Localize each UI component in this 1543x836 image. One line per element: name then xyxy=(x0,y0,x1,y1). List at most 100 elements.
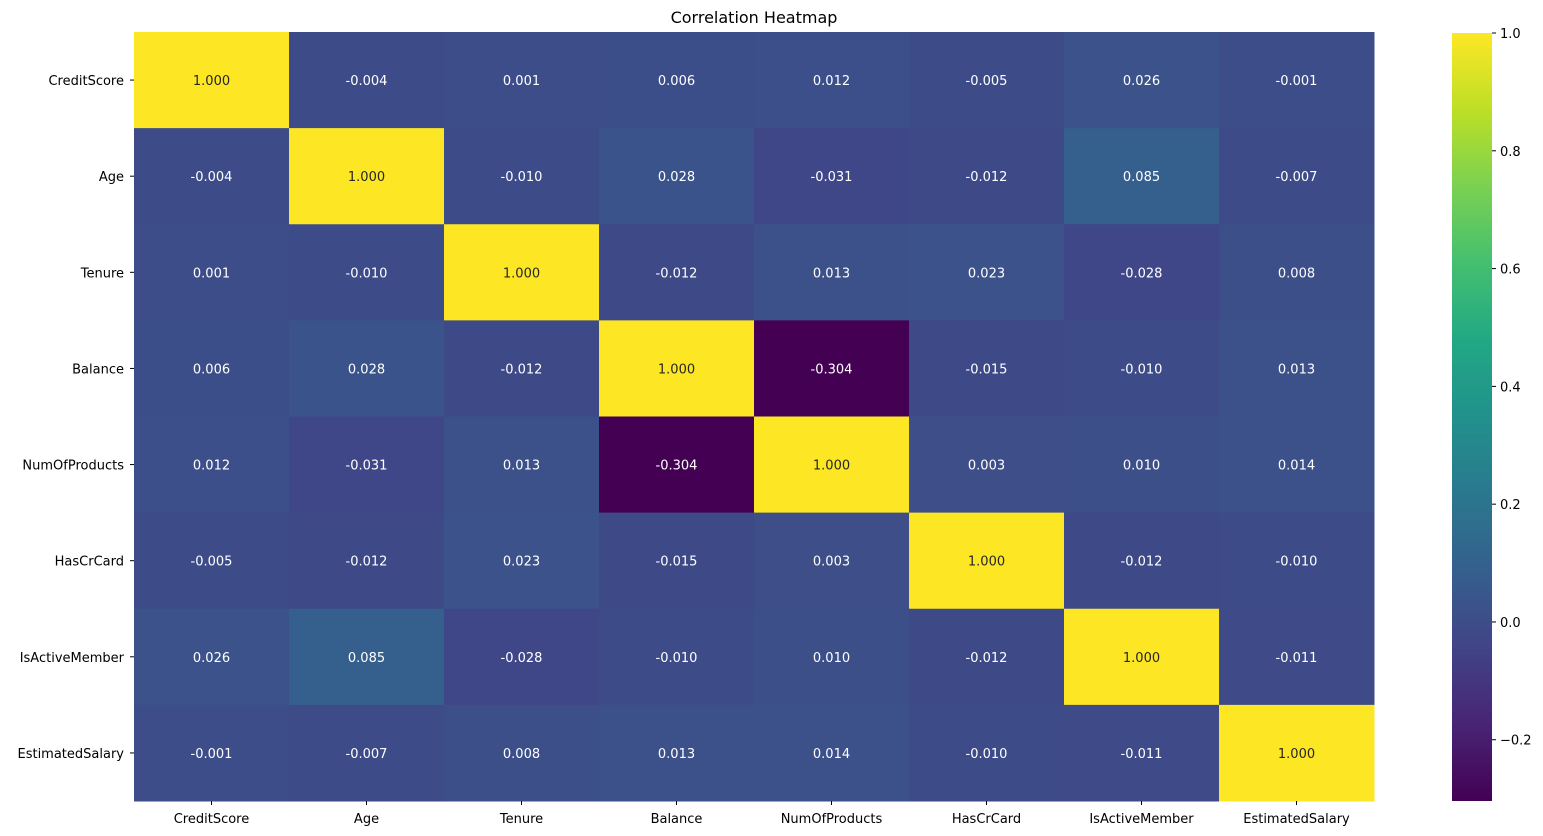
heatmap-cell xyxy=(599,416,755,514)
heatmap-cell-value: -0.005 xyxy=(966,74,1008,89)
heatmap-cell xyxy=(1219,320,1375,417)
heatmap-cell-value: -0.304 xyxy=(811,362,853,377)
heatmap-cell xyxy=(444,608,600,706)
x-tick-label: CreditScore xyxy=(174,812,250,827)
heatmap-cell-value: -0.007 xyxy=(1276,170,1318,185)
heatmap-cell xyxy=(1064,512,1220,610)
heatmap-cell xyxy=(289,320,445,417)
heatmap-cell xyxy=(444,320,600,417)
heatmap-cell xyxy=(1219,512,1375,610)
colorbar-tick-label: 0.8 xyxy=(1500,145,1521,160)
heatmap-cell xyxy=(289,128,445,225)
heatmap-cell xyxy=(1064,320,1220,417)
heatmap-cell xyxy=(754,512,910,610)
heatmap-cell-value: -0.011 xyxy=(1276,651,1318,666)
y-tick-label: IsActiveMember xyxy=(20,651,125,666)
heatmap-cell-value: -0.304 xyxy=(656,459,698,474)
heatmap-cell xyxy=(289,512,445,610)
heatmap-cell-value: -0.012 xyxy=(966,651,1008,666)
heatmap-cell-value: 0.023 xyxy=(503,555,540,570)
y-axis-ticks: CreditScore Age Tenure Balance NumOfProducts… xyxy=(17,74,134,762)
heatmap-cell-value: 0.006 xyxy=(193,362,230,377)
heatmap-cell xyxy=(754,704,910,802)
y-tick-label: Age xyxy=(99,170,124,185)
heatmap-cell-value: -0.005 xyxy=(191,555,233,570)
colorbar-tick-label: 0.2 xyxy=(1500,498,1521,513)
colorbar-tick-label: 1.0 xyxy=(1500,27,1521,42)
heatmap-cell-value: 0.001 xyxy=(193,266,230,281)
heatmap-cell xyxy=(134,704,290,802)
heatmap-cell-value: -0.012 xyxy=(501,362,543,377)
heatmap-cell xyxy=(1064,224,1220,321)
heatmap-cell xyxy=(909,224,1065,321)
heatmap-cell xyxy=(444,512,600,610)
heatmap-cell xyxy=(599,128,755,225)
heatmap-cell xyxy=(1064,32,1220,129)
heatmap-cell xyxy=(289,32,445,129)
heatmap-cell-value: 1.000 xyxy=(1278,747,1315,762)
heatmap-cell-value: 0.023 xyxy=(968,266,1005,281)
heatmap-cell-labels: 1.000 -0.004 0.001 0.006 0.012 -0.005 0.026 -0.… xyxy=(191,74,1318,762)
heatmap-cell-value: 0.013 xyxy=(1278,362,1315,377)
heatmap-cell-value: -0.015 xyxy=(656,555,698,570)
heatmap-cell xyxy=(289,224,445,321)
heatmap-cell-value: 0.028 xyxy=(348,362,385,377)
heatmap-cell xyxy=(1219,128,1375,225)
heatmap-cell-value: -0.012 xyxy=(346,555,388,570)
heatmap-cell xyxy=(909,128,1065,225)
heatmap-cell-value: 1.000 xyxy=(658,362,695,377)
colorbar-gradient xyxy=(1452,33,1492,801)
heatmap-cell-value: 0.013 xyxy=(503,459,540,474)
heatmap-cell xyxy=(1064,704,1220,802)
heatmap-cell xyxy=(909,320,1065,417)
heatmap-cell xyxy=(1219,608,1375,706)
heatmap-cell xyxy=(444,704,600,802)
heatmap-cell-value: -0.011 xyxy=(1121,747,1163,762)
heatmap-cell-value: 0.003 xyxy=(813,555,850,570)
heatmap-cell-value: 0.003 xyxy=(968,459,1005,474)
heatmap-cell-value: 1.000 xyxy=(193,74,230,89)
heatmap-cell-value: -0.015 xyxy=(966,362,1008,377)
heatmap-cell xyxy=(1219,704,1375,802)
heatmap-cell xyxy=(754,320,910,417)
heatmap-cell xyxy=(134,512,290,610)
heatmap-cell-value: 0.008 xyxy=(1278,266,1315,281)
heatmap-cell-value: -0.012 xyxy=(656,266,698,281)
heatmap-cell-value: 0.010 xyxy=(813,651,850,666)
y-tick-label: Tenure xyxy=(80,266,124,281)
heatmap-cell-value: 0.012 xyxy=(193,459,230,474)
heatmap-cell-value: 0.085 xyxy=(348,651,385,666)
heatmap-cell xyxy=(1219,32,1375,129)
heatmap-cell xyxy=(909,512,1065,610)
heatmap-cell-value: 1.000 xyxy=(968,555,1005,570)
heatmap-cell-value: 0.026 xyxy=(193,651,230,666)
heatmap-cell xyxy=(134,224,290,321)
y-tick-label: Balance xyxy=(72,362,124,377)
colorbar-tick-label: 0.4 xyxy=(1500,380,1521,395)
heatmap-cell-value: -0.010 xyxy=(501,170,543,185)
colorbar xyxy=(1452,33,1492,801)
heatmap-cell xyxy=(754,224,910,321)
heatmap-cell xyxy=(134,416,290,514)
x-axis-ticks: CreditScore Age Tenure Balance NumOfProducts… xyxy=(174,801,1350,827)
heatmap-cell xyxy=(909,416,1065,514)
heatmap-cell-value: 1.000 xyxy=(813,459,850,474)
heatmap-cell xyxy=(1219,224,1375,321)
heatmap-cell xyxy=(1064,416,1220,514)
y-tick-label: NumOfProducts xyxy=(22,459,124,474)
heatmap-cell-value: -0.010 xyxy=(346,266,388,281)
heatmap-cell-value: -0.028 xyxy=(501,651,543,666)
heatmap-cell xyxy=(599,320,755,417)
heatmap-cell-value: -0.004 xyxy=(191,170,233,185)
heatmap-cell xyxy=(134,608,290,706)
heatmap-cell-value: -0.010 xyxy=(656,651,698,666)
colorbar-ticks: −0.2 0.0 0.2 0.4 0.6 0.8 1.0 xyxy=(1492,27,1532,749)
heatmap-cell xyxy=(134,32,290,129)
x-tick-label: NumOfProducts xyxy=(781,812,883,827)
heatmap-cell xyxy=(754,32,910,129)
heatmap-cell-value: 0.014 xyxy=(813,747,850,762)
heatmap-cell xyxy=(754,128,910,225)
heatmap-cell xyxy=(134,320,290,417)
y-tick-label: CreditScore xyxy=(48,74,124,89)
